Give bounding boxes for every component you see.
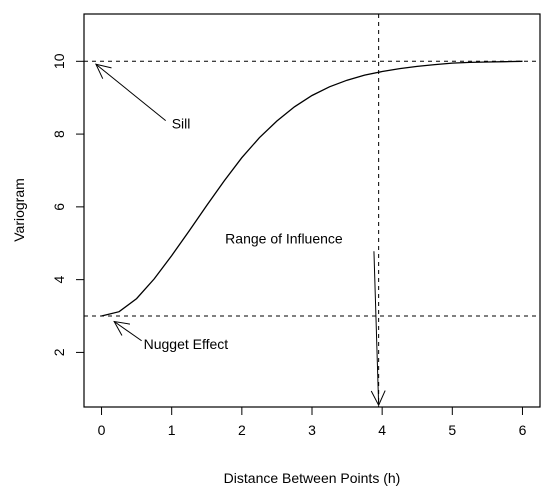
y-tick-label-2: 6 (51, 203, 67, 211)
reference-lines (84, 14, 540, 407)
annotation-label-2: Range of Influence (225, 230, 343, 246)
y-tick-label-0: 2 (51, 348, 67, 356)
annotation-label-0: Sill (172, 116, 191, 132)
annotation-label-1: Nugget Effect (144, 336, 229, 352)
y-tick-label-1: 4 (51, 276, 67, 284)
annotations-group: Sill Nugget Effect Range of Influence (95, 63, 386, 407)
x-tick-label-6: 6 (519, 422, 527, 438)
x-tick-label-1: 1 (168, 422, 176, 438)
annotation-arrow-2 (373, 251, 380, 406)
series-group (101, 60, 523, 317)
x-tick-label-3: 3 (308, 422, 316, 438)
y-axis-label: Variogram (11, 178, 27, 242)
x-axis: 0 1 2 3 4 5 6 (98, 407, 527, 438)
x-axis-label: Distance Between Points (h) (224, 470, 401, 486)
variogram-curve-0 (101, 60, 523, 317)
annotation-arrow-1 (113, 321, 142, 342)
annotation-arrowhead-0 (95, 63, 112, 79)
x-tick-label-5: 5 (448, 422, 456, 438)
y-axis: 2 4 6 8 10 (51, 53, 84, 356)
x-tick-label-0: 0 (98, 422, 106, 438)
x-tick-label-4: 4 (378, 422, 386, 438)
x-tick-label-2: 2 (238, 422, 246, 438)
annotation-arrowhead-2 (370, 390, 386, 407)
annotation-arrow-0 (95, 63, 167, 122)
y-tick-label-4: 10 (51, 53, 67, 69)
y-tick-label-3: 8 (51, 130, 67, 138)
annotation-arrowhead-1 (113, 320, 131, 336)
